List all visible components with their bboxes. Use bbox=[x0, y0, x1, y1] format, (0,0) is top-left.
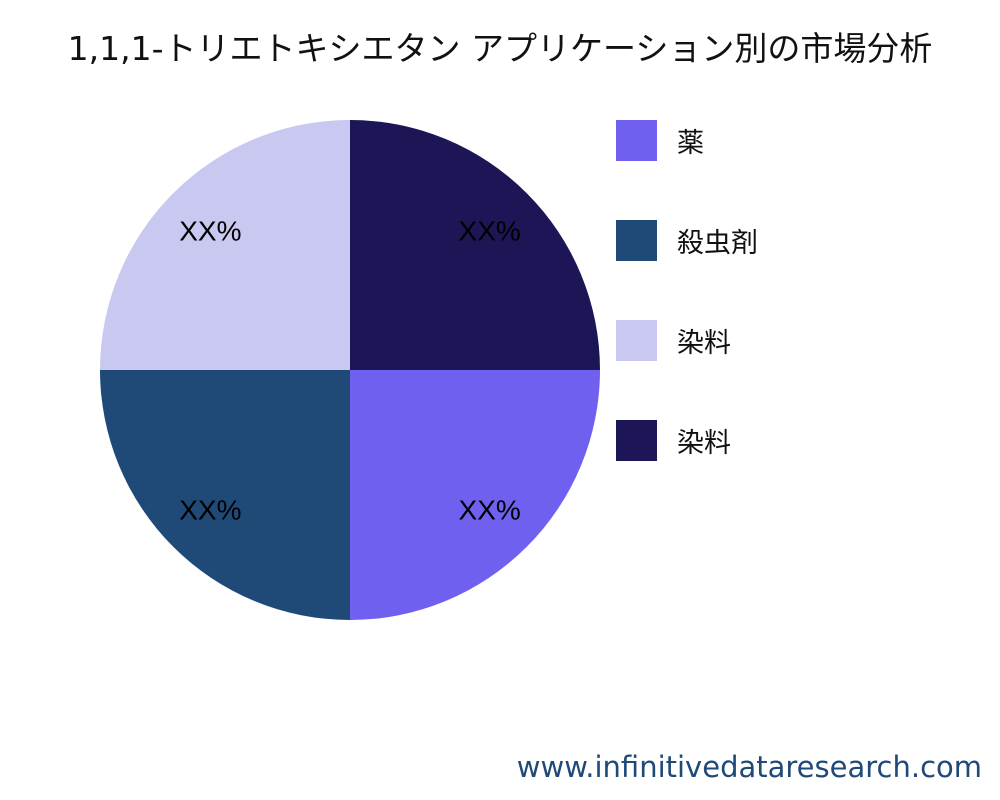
legend-item: 染料 bbox=[616, 319, 731, 361]
pie-slice bbox=[350, 120, 600, 370]
slice-label: XX% bbox=[459, 495, 521, 526]
pie-slice bbox=[350, 370, 600, 620]
chart-title: 1,1,1-トリエトキシエタン アプリケーション別の市場分析 bbox=[67, 29, 933, 68]
legend-label: 薬 bbox=[677, 127, 704, 159]
legend-item: 薬 bbox=[616, 119, 704, 161]
legend-swatch bbox=[616, 119, 657, 161]
slice-label: XX% bbox=[179, 495, 241, 526]
watermark[interactable]: www.infinitivedataresearch.com bbox=[516, 750, 982, 784]
legend-swatch bbox=[616, 319, 657, 361]
legend-item: 染料 bbox=[616, 419, 731, 461]
legend-swatch bbox=[616, 219, 657, 261]
slice-label: XX% bbox=[459, 215, 521, 246]
legend-label: 殺虫剤 bbox=[677, 227, 758, 259]
legend-item: 殺虫剤 bbox=[616, 219, 758, 261]
legend-label: 染料 bbox=[677, 427, 731, 459]
legend-swatch bbox=[616, 419, 657, 461]
legend-label: 染料 bbox=[677, 327, 731, 359]
slice-label: XX% bbox=[179, 215, 241, 246]
pie-slice bbox=[100, 120, 350, 370]
pie-slice bbox=[100, 370, 350, 620]
